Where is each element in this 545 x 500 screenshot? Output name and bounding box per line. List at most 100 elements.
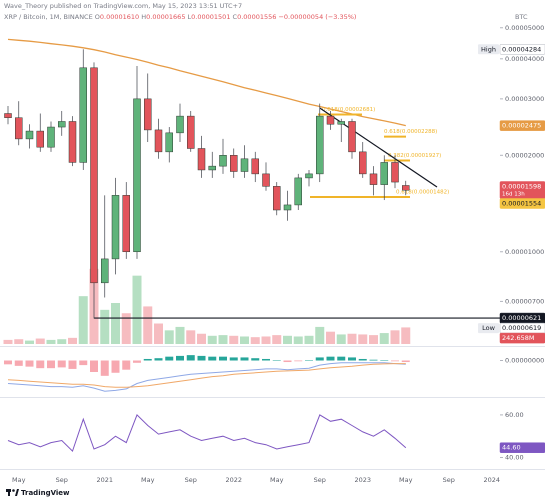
- macd-histogram-bar: [240, 357, 249, 361]
- volume-bar: [132, 275, 142, 344]
- volume-bar: [164, 330, 174, 344]
- price-tag-label: 44.60: [502, 444, 521, 452]
- price-tag: [499, 332, 545, 344]
- x-tick-label: 2021: [96, 476, 113, 484]
- volume-bar: [358, 334, 368, 344]
- macd-histogram-bar: [68, 360, 77, 369]
- candle-body: [348, 121, 356, 153]
- price-tag-name-box: [478, 44, 499, 55]
- brand-logo: [6, 489, 19, 496]
- logo-part: [15, 489, 19, 496]
- y-tick-label: 0.00000000: [505, 357, 544, 365]
- price-tag-label: 0.00004284: [502, 45, 541, 53]
- candle-body: [165, 132, 173, 153]
- macd-histogram-bar: [208, 356, 217, 361]
- volume-bar: [175, 326, 185, 344]
- volume-bar: [3, 339, 13, 344]
- candle-body: [133, 98, 141, 253]
- candle-body: [359, 151, 367, 175]
- macd-histogram-bar: [229, 357, 238, 361]
- candle-body: [197, 148, 206, 171]
- volume-bar: [14, 339, 24, 344]
- volume-bar: [379, 333, 389, 344]
- macd-histogram-bar: [326, 356, 335, 361]
- volume-bar: [315, 326, 325, 344]
- macd-histogram-bar: [133, 360, 141, 363]
- candle-body: [122, 195, 130, 253]
- candle-body: [79, 67, 87, 163]
- volume-bar: [35, 338, 45, 344]
- macd-histogram-bar: [197, 355, 206, 361]
- candle-body: [101, 258, 109, 284]
- ohlc-key: C: [233, 13, 238, 21]
- x-tick-label: Sep: [185, 476, 197, 484]
- candle-body: [380, 162, 388, 185]
- logo-part: [8, 489, 10, 496]
- x-tick-label: May: [12, 476, 26, 484]
- symbol: XRP / Bitcoin, 1M, BINANCE: [4, 13, 93, 21]
- macd-histogram-bar: [90, 360, 98, 372]
- candle-body: [273, 186, 281, 211]
- volume-bar: [401, 327, 411, 344]
- volume-bar: [100, 309, 110, 344]
- volume-bar: [369, 335, 378, 344]
- macd-histogram-bar: [57, 360, 66, 368]
- candle-body: [187, 115, 195, 149]
- candle-body: [208, 165, 216, 171]
- price-tag: [499, 442, 545, 453]
- macd-histogram-bar: [165, 356, 174, 361]
- candle-body: [47, 126, 55, 148]
- macd-histogram-bar: [143, 358, 152, 361]
- macd-histogram-bar: [305, 360, 313, 361]
- price-tag-note: 16d 13h: [502, 192, 525, 198]
- macd-histogram-bar: [79, 360, 88, 366]
- macd-histogram-bar: [391, 360, 399, 362]
- macd-histogram-bar: [47, 360, 55, 369]
- macd-histogram-bar: [111, 360, 120, 373]
- volume-bar: [68, 337, 77, 344]
- macd-histogram-bar: [283, 360, 292, 363]
- macd-histogram-bar: [369, 359, 378, 361]
- candle-body: [251, 158, 259, 175]
- volume-bar: [46, 339, 56, 344]
- candle-body: [294, 177, 302, 206]
- currency: BTC: [515, 13, 528, 21]
- candle-body: [144, 98, 152, 131]
- candle-body: [4, 113, 12, 118]
- candle-body: [36, 130, 44, 148]
- y-tick-label: 40.00: [505, 453, 524, 461]
- candle-body: [283, 204, 292, 211]
- candle-body: [337, 121, 345, 125]
- volume-bar: [25, 340, 34, 344]
- plot-area: 0.618(0.00002681) 0.618(0.00002288) 0.382(…: [3, 38, 500, 453]
- macd-histogram-bar: [122, 360, 131, 370]
- volume-bar: [229, 335, 239, 344]
- rsi-line: [7, 414, 407, 453]
- volume-bar: [111, 303, 120, 344]
- candle-body: [326, 115, 335, 125]
- macd-histogram-bar: [4, 360, 12, 365]
- price-tag-label: 0.00002475: [502, 122, 541, 130]
- macd-histogram-bar: [36, 360, 45, 369]
- macd-histogram-bar: [251, 358, 260, 361]
- price-tag-label: 0.00001554: [502, 200, 541, 208]
- x-tick-label: 2022: [225, 476, 242, 484]
- macd-histogram-bar: [401, 360, 410, 363]
- price-tag-label: 242.658M: [502, 334, 535, 342]
- change-pct: (−3.35%): [325, 13, 356, 21]
- signal-line: [7, 363, 406, 388]
- candle-body: [111, 195, 120, 260]
- x-tick-label: Sep: [314, 476, 326, 484]
- candle-body: [219, 155, 227, 167]
- ohlc-value: 0.00001665: [146, 13, 185, 21]
- y-tick-label: 0.00002000: [505, 151, 544, 159]
- macd-histogram-bar: [294, 360, 303, 362]
- price-tag-name-box: [478, 323, 499, 334]
- candle-body: [15, 117, 23, 140]
- y-tick-label: 0.00004000: [505, 55, 544, 63]
- macd-histogram-bar: [272, 360, 281, 361]
- fib-label: 0.618(0.00002681): [322, 107, 375, 113]
- macd-histogram-bar: [219, 356, 227, 361]
- macd-histogram-bar: [14, 360, 23, 366]
